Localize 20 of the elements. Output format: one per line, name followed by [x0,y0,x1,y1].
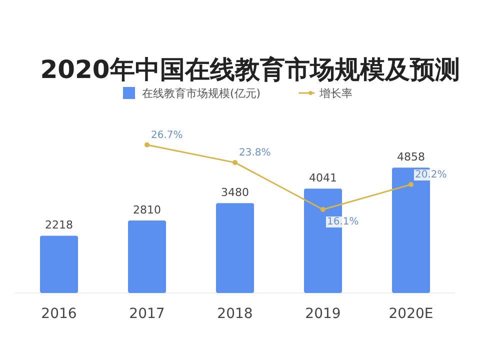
bar [216,203,254,293]
data-label: 4041 [309,172,337,185]
x-tick-label: 2017 [129,306,165,322]
data-label: 4858 [397,150,425,164]
x-tick-label: 2018 [217,306,253,322]
data-label: 3480 [221,186,249,200]
data-label: 26.7% [151,130,183,141]
x-tick-label: 2020E [388,306,434,322]
data-label: 2218 [45,218,73,232]
data-label: 2810 [133,203,161,216]
bar [40,236,78,293]
data-label: 16.1% [327,216,359,228]
legend-label: 在线教育市场规模(亿元) [142,87,261,100]
bar [128,220,166,293]
x-tick-label: 2016 [41,306,77,322]
data-label: 23.8% [239,148,271,159]
legend-label: 增长率 [318,87,353,100]
x-tick-label: 2019 [305,306,341,322]
data-label: 20.2% [415,170,447,181]
chart-title: 2020年中国在线教育市场规模及预测 [40,55,460,84]
